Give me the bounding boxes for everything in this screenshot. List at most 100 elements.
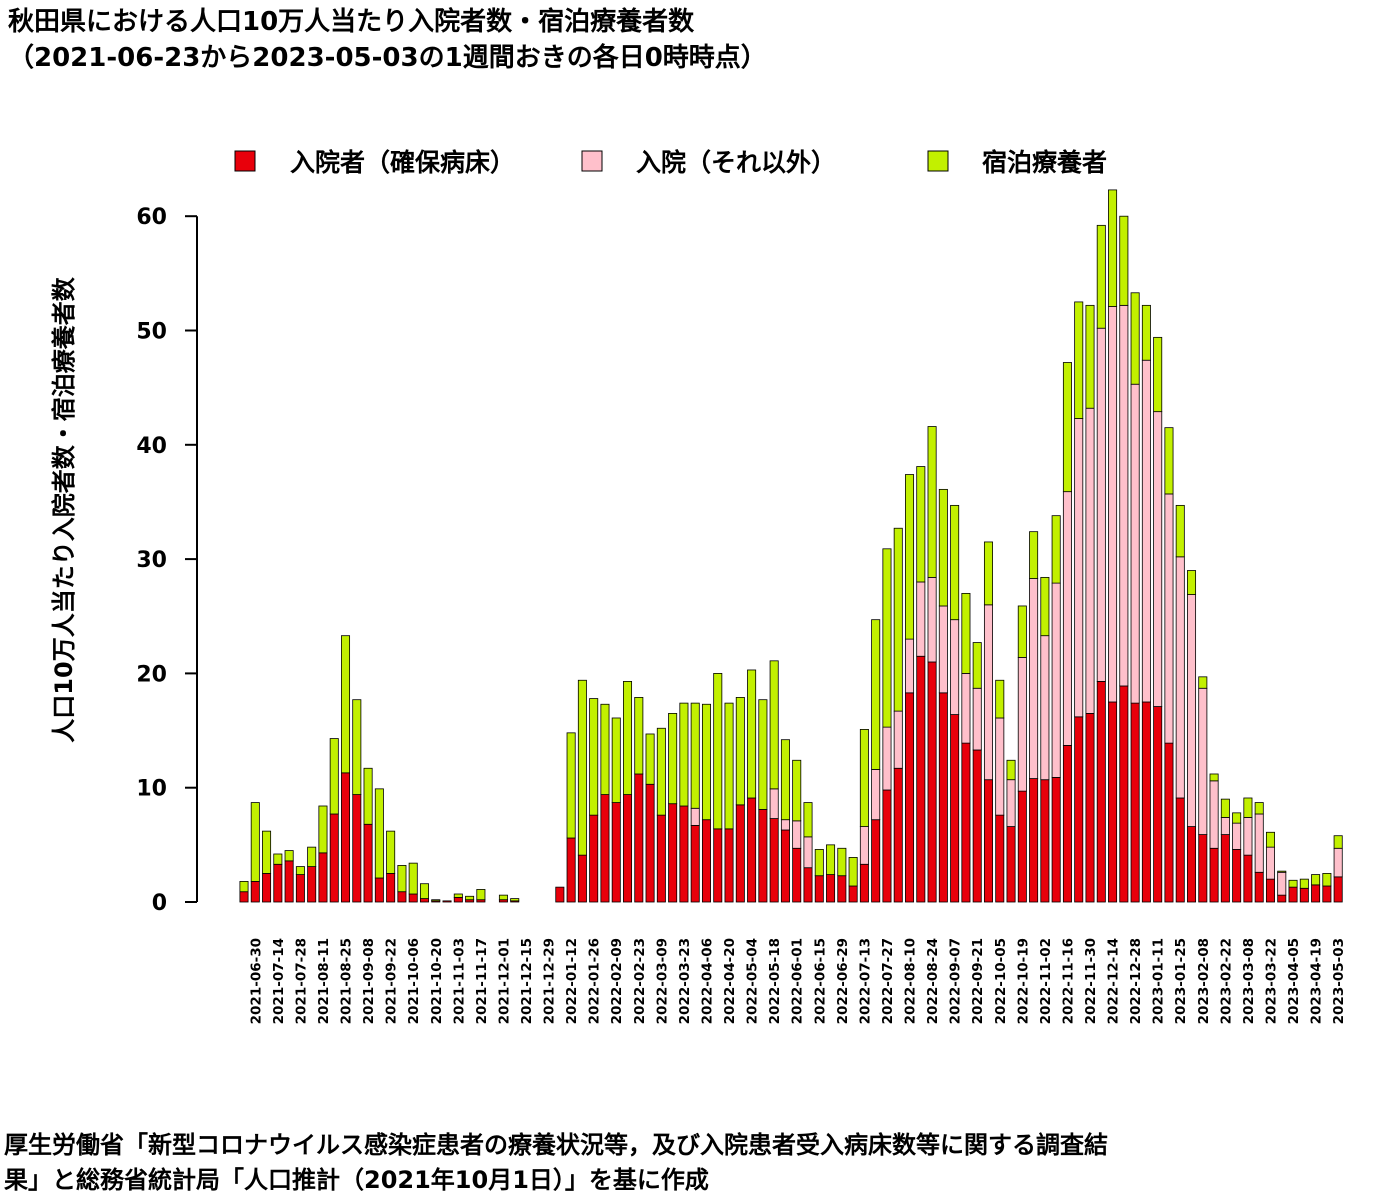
x-tick-label: 2022-06-29 xyxy=(835,938,851,1024)
bar-segment-2 xyxy=(792,820,802,849)
bar-segment-3 xyxy=(1051,515,1061,584)
bar-segment-2 xyxy=(780,819,790,831)
bar-segment-1 xyxy=(1333,876,1343,903)
bar-segment-1 xyxy=(1198,834,1208,903)
x-tick-label: 2021-07-14 xyxy=(271,938,287,1024)
x-tick-label: 2022-04-06 xyxy=(699,938,715,1024)
x-tick-label: 2022-07-13 xyxy=(857,938,873,1024)
bar-segment-3 xyxy=(961,592,971,674)
y-axis-title: 人口10万人当たり入院者数・宿泊療養者数 xyxy=(50,276,78,742)
bar-segment-3 xyxy=(307,846,317,867)
bar-segment-2 xyxy=(983,604,993,781)
x-tick-label: 2022-07-27 xyxy=(880,938,896,1024)
bar-segment-3 xyxy=(600,703,610,795)
source-note-line-1: 厚生労働省「新型コロナウイルス感染症患者の療養状況等，及び入院患者受入病床数等に… xyxy=(4,1131,1108,1159)
bar-segment-1 xyxy=(1130,702,1140,903)
bar-segment-1 xyxy=(645,783,655,903)
bar-segment-3 xyxy=(938,488,948,607)
bar-segment-1 xyxy=(938,692,948,903)
bar-segment-3 xyxy=(1096,224,1106,329)
bar-segment-3 xyxy=(453,893,463,898)
bar-segment-3 xyxy=(329,738,339,815)
bar-segment-2 xyxy=(905,638,915,694)
x-tick-label: 2022-08-24 xyxy=(925,938,941,1024)
bar-segment-2 xyxy=(1062,491,1072,746)
bar-segment-1 xyxy=(1096,681,1106,903)
bar-segment-1 xyxy=(1017,790,1027,903)
bar-segment-3 xyxy=(476,889,486,901)
bar-segment-2 xyxy=(1130,383,1140,704)
bar-segment-3 xyxy=(386,830,396,874)
bar-segment-3 xyxy=(1322,873,1332,887)
bar-segment-1 xyxy=(1277,894,1287,903)
bar-segment-2 xyxy=(1141,359,1151,703)
bar-segment-3 xyxy=(1108,189,1118,307)
bar-segment-1 xyxy=(656,814,666,903)
bar-segment-1 xyxy=(1254,871,1264,903)
bar-segment-2 xyxy=(1277,871,1287,896)
bar-segment-1 xyxy=(1209,847,1219,903)
bar-segment-3 xyxy=(826,844,836,875)
bar-segment-1 xyxy=(239,891,249,903)
bar-segment-3 xyxy=(645,733,655,785)
bar-segment-2 xyxy=(1198,687,1208,835)
bar-segment-3 xyxy=(1153,336,1163,413)
x-tick-label: 2022-08-10 xyxy=(903,938,919,1024)
bar-segment-1 xyxy=(679,805,689,903)
x-tick-label: 2023-04-19 xyxy=(1309,938,1325,1024)
bar-segment-1 xyxy=(713,828,723,903)
bar-segment-3 xyxy=(668,713,678,805)
bar-segment-2 xyxy=(1051,582,1061,778)
x-tick-label: 2022-04-20 xyxy=(722,938,738,1024)
bar-segment-3 xyxy=(239,881,249,893)
bar-segment-1 xyxy=(1187,826,1197,903)
y-axis: 0 10 20 30 40 50 60 xyxy=(136,205,198,916)
bar-segment-1 xyxy=(555,886,565,903)
bar-segment-1 xyxy=(386,873,396,903)
x-tick-label: 2022-03-09 xyxy=(654,938,670,1024)
legend-swatch-3 xyxy=(927,150,949,172)
bar-segment-3 xyxy=(1288,879,1298,888)
bar-segment-1 xyxy=(882,789,892,903)
source-note: 厚生労働省「新型コロナウイルス感染症患者の療養状況等，及び入院患者受入病床数等に… xyxy=(4,1128,1394,1198)
bar-segment-2 xyxy=(690,807,700,826)
bar-segment-1 xyxy=(871,819,881,903)
x-tick-label: 2023-05-03 xyxy=(1331,938,1347,1024)
bar-segment-1 xyxy=(419,898,429,903)
title-line-2: （2021-06-23から2023-05-03の1週間おきの各日0時時点） xyxy=(8,43,767,73)
bar-segment-1 xyxy=(792,847,802,903)
legend-label-1: 入院者（確保病床） xyxy=(290,148,515,177)
bar-segment-3 xyxy=(701,703,711,821)
bar-segment-1 xyxy=(250,881,260,903)
bar-segment-3 xyxy=(848,857,858,887)
bar-segment-1 xyxy=(724,828,734,903)
source-note-line-2: 果」と総務省統計局「人口推計（2021年10月1日）」を基に作成 xyxy=(4,1166,709,1194)
bar-segment-2 xyxy=(1006,779,1016,827)
bar-segment-1 xyxy=(1074,716,1084,903)
bar-segment-3 xyxy=(1175,504,1185,558)
bar-segment-2 xyxy=(1164,493,1174,744)
bar-segment-2 xyxy=(859,826,869,865)
bar-segment-1 xyxy=(262,873,272,903)
bar-segment-3 xyxy=(498,894,508,901)
bar-segment-2 xyxy=(1085,407,1095,714)
bar-segment-2 xyxy=(1232,822,1242,850)
x-tick-label: 2022-06-15 xyxy=(812,938,828,1024)
bar-segment-2 xyxy=(1333,847,1343,878)
bar-segment-3 xyxy=(837,847,847,877)
bar-segment-2 xyxy=(972,687,982,751)
bar-segment-1 xyxy=(803,867,813,903)
bar-segment-3 xyxy=(803,802,813,838)
bar-segment-1 xyxy=(1288,886,1298,903)
bar-segment-2 xyxy=(1187,594,1197,827)
bar-segment-1 xyxy=(916,655,926,903)
bar-segment-3 xyxy=(758,699,768,810)
bar-segment-1 xyxy=(950,714,960,903)
bar-segment-1 xyxy=(1153,706,1163,903)
bar-segment-3 xyxy=(893,527,903,712)
x-tick-label: 2022-01-12 xyxy=(564,938,580,1024)
legend-swatch-1 xyxy=(234,150,256,172)
bar-segment-3 xyxy=(611,717,621,803)
bar-segment-1 xyxy=(826,874,836,903)
